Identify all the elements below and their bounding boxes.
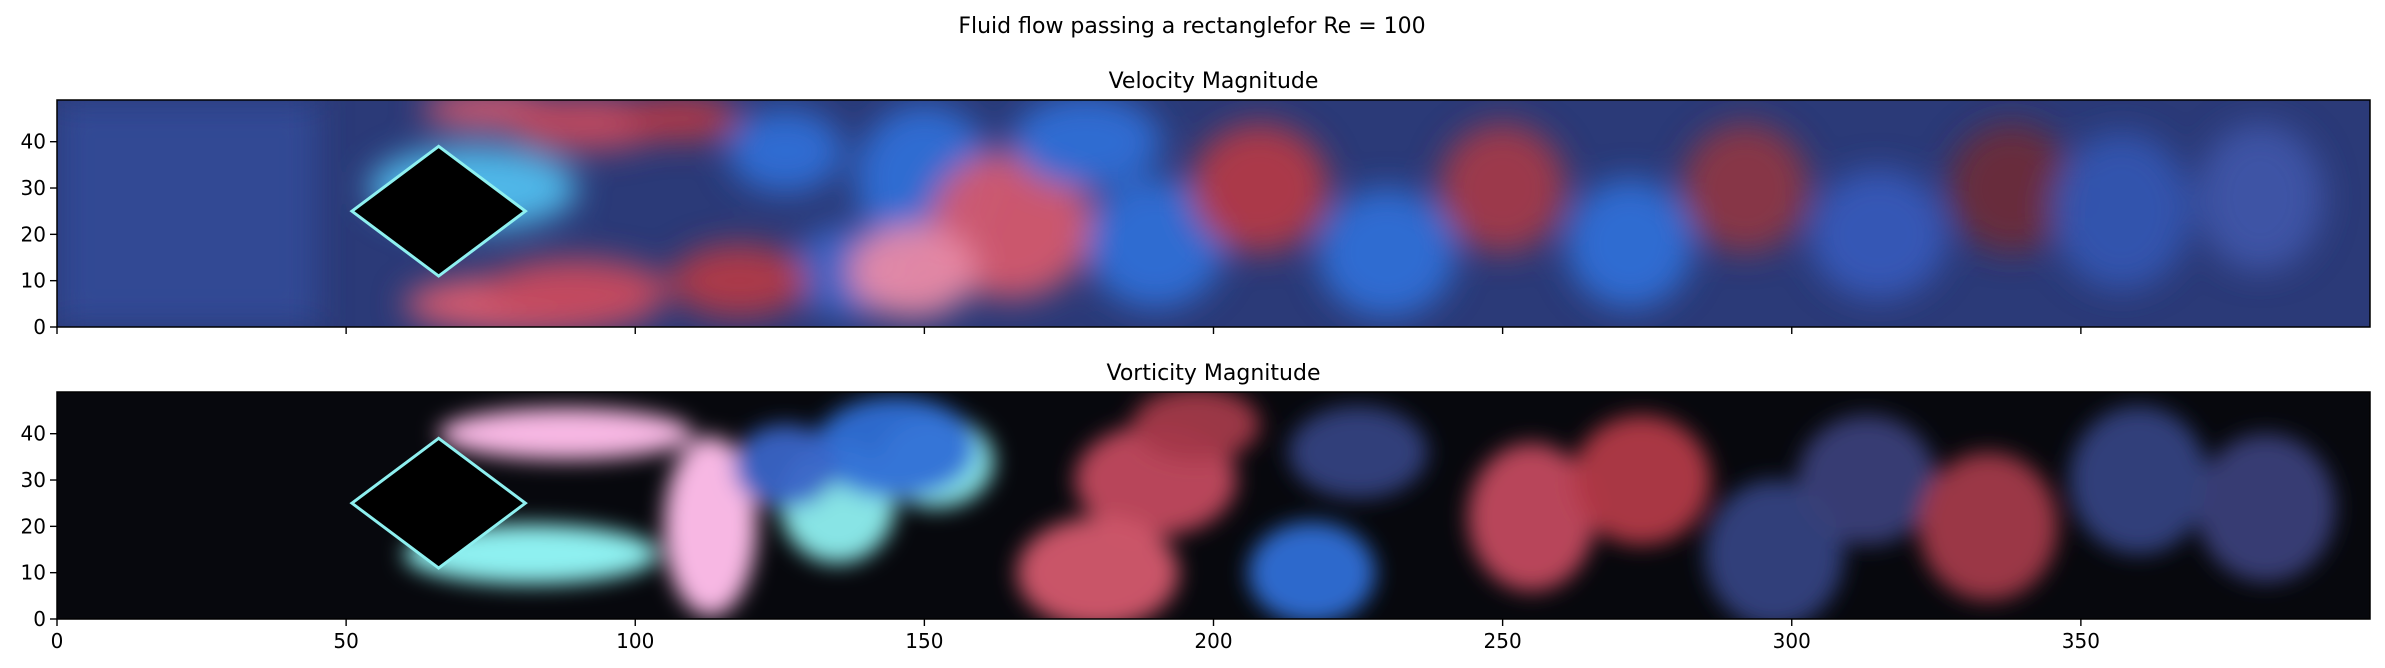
vortex-blob bbox=[1467, 442, 1596, 592]
vortex-blob bbox=[2196, 123, 2324, 272]
x-tick-label: 50 bbox=[333, 629, 358, 653]
vortex-blob bbox=[814, 396, 977, 499]
y-tick-label: 10 bbox=[21, 269, 46, 293]
shear-layer bbox=[664, 436, 757, 617]
vortex-blob bbox=[727, 109, 844, 193]
vortex-blob bbox=[1132, 392, 1260, 462]
vortex-blob bbox=[669, 243, 809, 318]
inflow-region bbox=[57, 100, 318, 327]
vortex-blob bbox=[849, 225, 977, 318]
vortex-blob bbox=[484, 257, 670, 323]
vortex-blob bbox=[1190, 123, 1330, 253]
vortex-blob bbox=[1918, 452, 2058, 601]
x-tick-label: 300 bbox=[1773, 629, 1811, 653]
x-tick-label: 200 bbox=[1194, 629, 1232, 653]
x-tick-label: 0 bbox=[51, 629, 64, 653]
obstacle bbox=[349, 436, 528, 570]
x-tick-label: 150 bbox=[905, 629, 943, 653]
x-tick-label: 100 bbox=[616, 629, 654, 653]
figure-title: Fluid flow passing a rectanglefor Re = 1… bbox=[958, 14, 1425, 39]
vortex-blob bbox=[2051, 132, 2191, 290]
y-tick-label: 0 bbox=[33, 607, 46, 631]
vortex-blob bbox=[1809, 169, 1948, 300]
vortex-blob bbox=[733, 424, 838, 508]
vortex-blob bbox=[623, 100, 740, 142]
vortex-blob bbox=[1947, 123, 2076, 253]
wake-blobs bbox=[403, 392, 2336, 619]
y-tick-label: 10 bbox=[21, 561, 46, 585]
vortex-blob bbox=[1572, 415, 1711, 545]
vortex-blob bbox=[1016, 517, 1179, 619]
vortex-blob bbox=[1681, 123, 1810, 253]
shear-layer bbox=[438, 407, 694, 460]
x-tick-label: 350 bbox=[2062, 629, 2100, 653]
y-tick-label: 0 bbox=[33, 315, 46, 339]
x-tick-label: 250 bbox=[1484, 629, 1522, 653]
y-tick-label: 40 bbox=[21, 130, 46, 154]
vortex-blob bbox=[1439, 123, 1567, 253]
heatmap-field bbox=[57, 392, 2370, 619]
chart-panel-1: Velocity Magnitude 0 10 20 30 40 bbox=[21, 69, 2371, 339]
y-tick-label: 30 bbox=[21, 176, 46, 200]
vortex-blob bbox=[1797, 415, 1937, 545]
y-tick-label: 20 bbox=[21, 222, 46, 246]
y-tick-label: 30 bbox=[21, 468, 46, 492]
vortex-blob bbox=[1248, 521, 1376, 619]
vortex-blob bbox=[2069, 405, 2209, 555]
panel-title: Vorticity Magnitude bbox=[1107, 361, 1321, 386]
vortex-blob bbox=[1288, 405, 1428, 499]
y-tick-label: 20 bbox=[21, 514, 46, 538]
wake-blobs bbox=[57, 100, 2324, 327]
vortex-blob bbox=[1086, 178, 1226, 309]
y-tick-label: 40 bbox=[21, 422, 46, 446]
vortex-blob bbox=[1317, 188, 1457, 318]
panel-title: Velocity Magnitude bbox=[1109, 69, 1319, 94]
heatmap-field bbox=[57, 100, 2370, 327]
vortex-blob bbox=[1566, 178, 1694, 309]
vortex-blob bbox=[2196, 433, 2336, 582]
vortex-blob bbox=[1011, 100, 1162, 189]
obstacle bbox=[349, 144, 528, 278]
chart-panel-2: Vorticity Magnitude 0 10 20 30 40 0 50 100 150 200… bbox=[21, 361, 2371, 653]
